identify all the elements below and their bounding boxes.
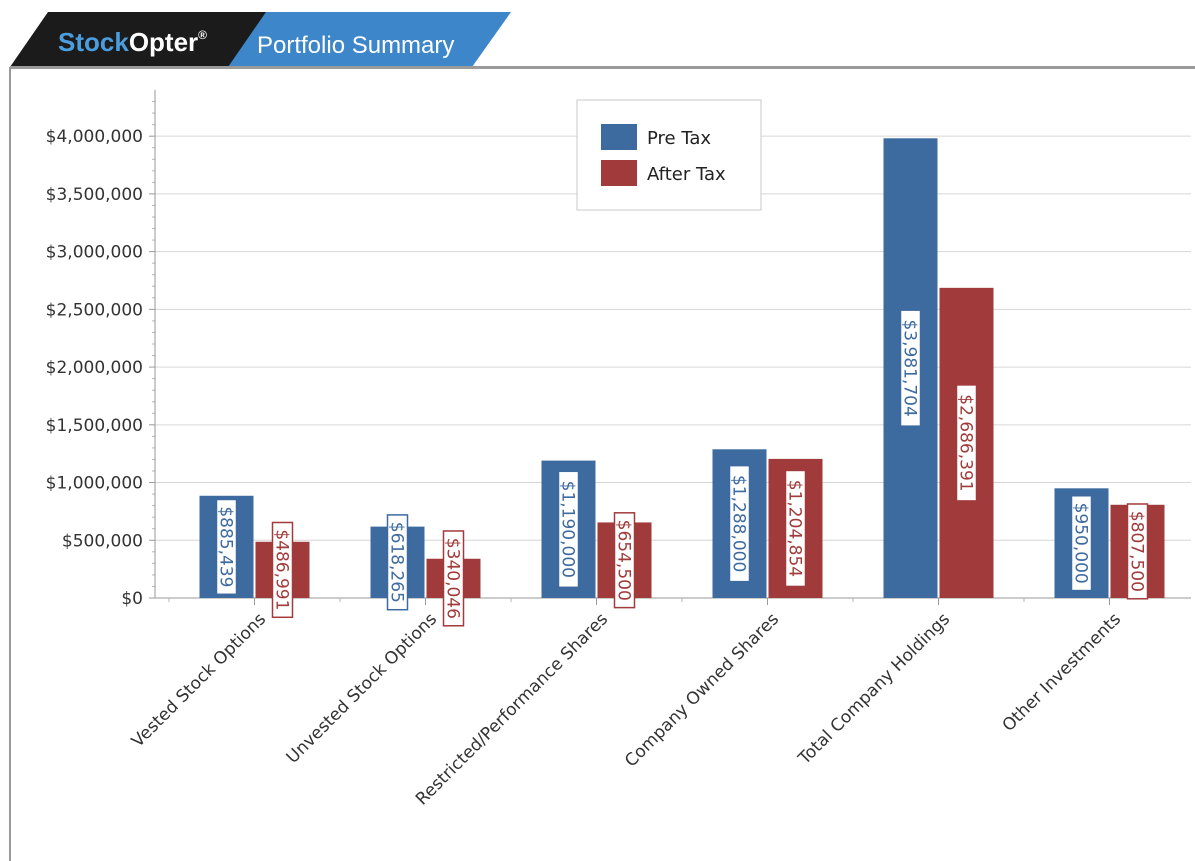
legend-swatch [601, 160, 637, 186]
data-label: $1,288,000 [728, 464, 751, 583]
data-label-box [728, 464, 751, 583]
x-category-label: Unvested Stock Options [283, 609, 441, 767]
data-label-text: $486,991 [272, 529, 292, 610]
data-label: $654,500 [613, 512, 636, 609]
data-label-box [442, 530, 465, 627]
y-tick-label: $4,000,000 [46, 127, 143, 147]
data-label-box [1070, 495, 1093, 592]
x-category-label: Restricted/Performance Shares [412, 609, 612, 809]
legend: Pre Tax After Tax [576, 99, 762, 211]
data-label: $486,991 [271, 521, 294, 619]
brand-logo: StockOpter® [58, 27, 207, 57]
data-label-box [557, 470, 580, 589]
data-label-text: $1,190,000 [558, 481, 578, 578]
data-label-box [386, 514, 409, 611]
y-tick-label: $500,000 [62, 531, 143, 551]
x-category-label: Vested Stock Options [128, 609, 270, 751]
y-tick-label: $0 [121, 589, 143, 609]
data-label-box [955, 384, 978, 502]
data-label-text: $950,000 [1071, 503, 1091, 584]
data-label: $1,204,854 [784, 469, 807, 588]
data-label-text: $654,500 [614, 520, 634, 601]
data-labels: $885,439 $486,991 $618,265 $340,046 $1,190,0… [215, 309, 1149, 627]
x-category-label: Other Investments [999, 609, 1126, 736]
y-tick-label: $1,000,000 [46, 474, 143, 494]
data-label-text: $1,288,000 [729, 475, 749, 572]
data-label: $340,046 [442, 530, 465, 627]
y-tick-label: $2,500,000 [46, 300, 143, 320]
data-label-text: $885,439 [216, 506, 236, 587]
data-label-text: $340,046 [443, 538, 463, 619]
data-label-box [271, 521, 294, 619]
data-label: $3,981,704 [899, 309, 922, 427]
data-label-box [1126, 503, 1149, 600]
legend-box [576, 99, 762, 211]
header-banner: StockOpter® Portfolio Summary [10, 12, 1195, 68]
x-category-label: Company Owned Shares [621, 609, 783, 771]
y-tick-label: $1,500,000 [46, 416, 143, 436]
data-label: $885,439 [215, 498, 238, 596]
data-label-text: $1,204,854 [785, 480, 805, 577]
data-label-box [899, 309, 922, 427]
data-label: $950,000 [1070, 495, 1093, 592]
page-title: Portfolio Summary [257, 32, 454, 59]
y-tick-label: $3,500,000 [46, 185, 143, 205]
app-header: StockOpter® Portfolio Summary [0, 0, 1195, 70]
page-title-tab[interactable] [228, 12, 511, 67]
data-label-box [215, 498, 238, 596]
data-label: $618,265 [386, 514, 409, 611]
legend-label: After Tax [647, 164, 726, 185]
y-tick-label: $2,000,000 [46, 358, 143, 378]
data-label-box [613, 512, 636, 609]
y-tick-label: $3,000,000 [46, 243, 143, 263]
data-label-text: $807,500 [1127, 511, 1147, 592]
data-label: $1,190,000 [557, 470, 580, 589]
data-label-box [784, 469, 807, 588]
data-label-text: $3,981,704 [900, 319, 920, 416]
data-label-text: $2,686,391 [956, 394, 976, 491]
brand-tab [10, 12, 280, 67]
legend-label: Pre Tax [647, 128, 711, 149]
x-category-label: Total Company Holdings [794, 609, 954, 769]
data-label: $807,500 [1126, 503, 1149, 600]
legend-swatch [601, 124, 637, 150]
data-label: $2,686,391 [955, 384, 978, 502]
data-label-text: $618,265 [387, 522, 407, 603]
